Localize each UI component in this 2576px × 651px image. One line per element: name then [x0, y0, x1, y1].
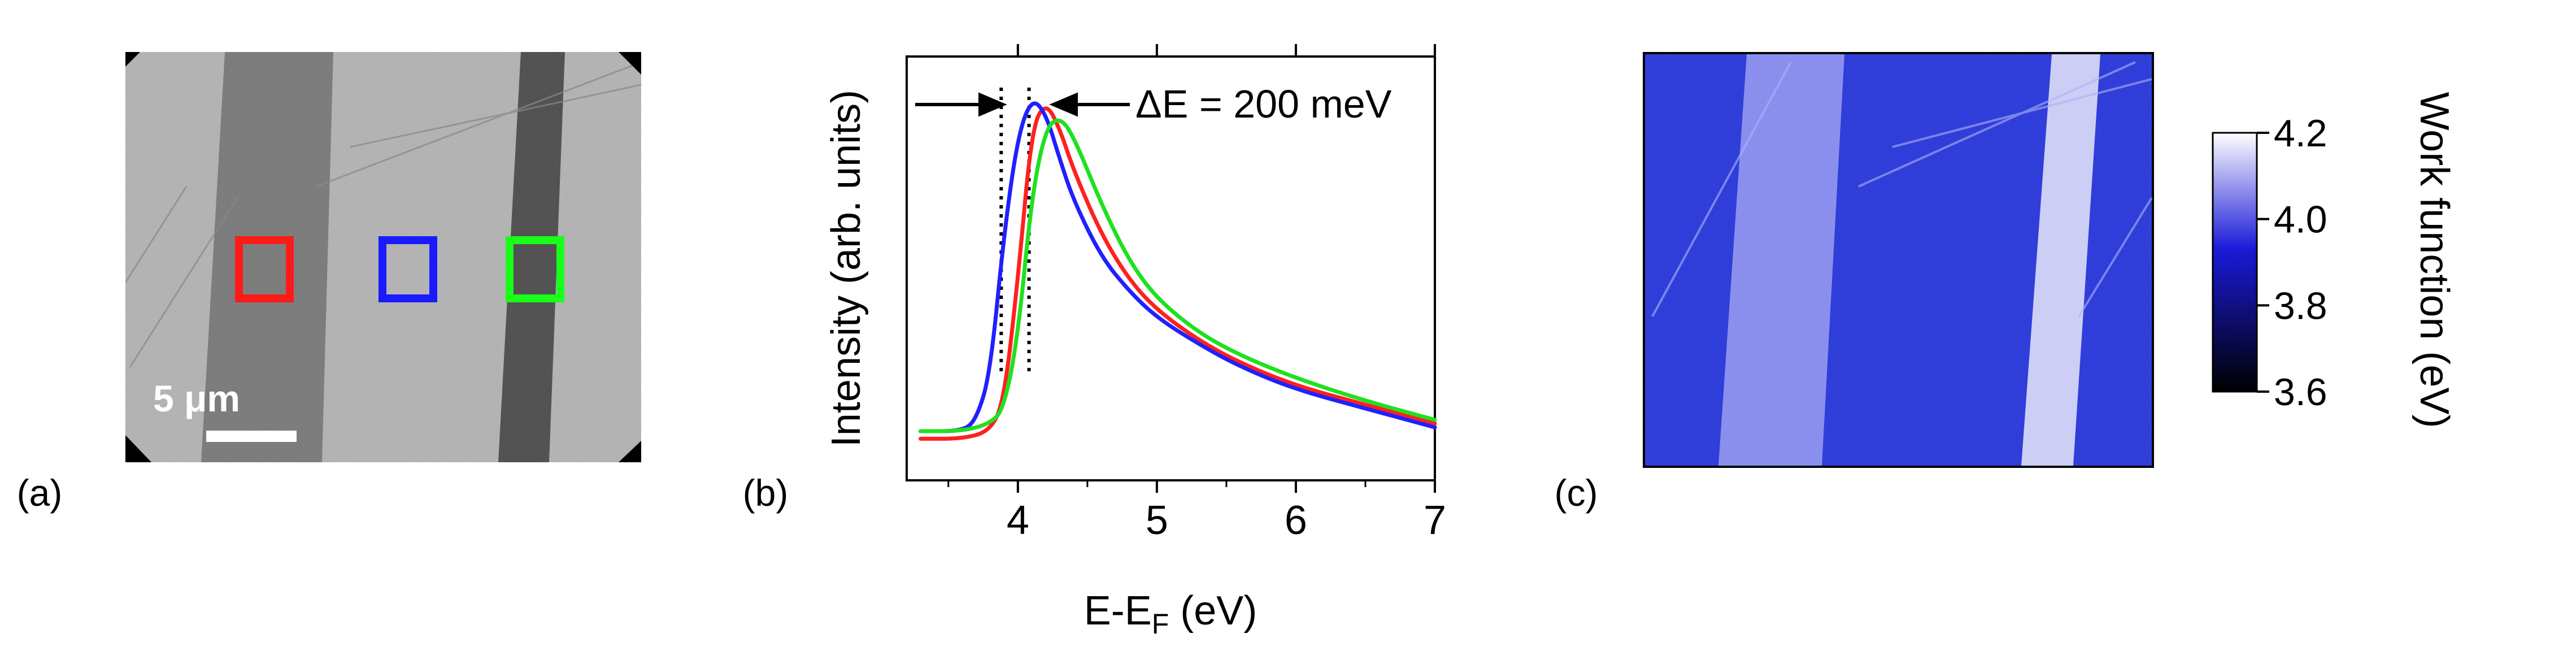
colorbar: [2212, 132, 2258, 393]
map-grain: [1645, 54, 2152, 466]
plot-b-dotted-lines: [999, 88, 1031, 376]
series-line-2: [919, 118, 1437, 433]
colorbar-tick-label: 3.6: [2274, 371, 2327, 414]
arrow-right-head: [1049, 92, 1078, 117]
delta-e-arrows: [915, 92, 1130, 117]
x-tick-label: 5: [1146, 498, 1168, 543]
x-tick-label: 6: [1285, 498, 1307, 543]
roi-green-box: [506, 236, 564, 302]
scalebar: [206, 431, 297, 442]
panel-b-label: (b): [743, 472, 789, 514]
scalebar-label: 5 μm: [153, 377, 240, 419]
roi-red-box: [235, 236, 294, 302]
roi-blue-box: [378, 236, 437, 302]
plot-b-ticks: [947, 44, 1436, 493]
arrow-left-head: [978, 92, 1007, 117]
plot-b-series: [919, 101, 1437, 441]
colorbar-title: Work function (eV): [2412, 92, 2457, 428]
panel-b: 4 5 6 7 ΔE = 200 meV E-EF (eV) Intensity (a…: [743, 44, 1446, 640]
panel-c-label: (c): [1555, 472, 1598, 514]
panel-a-label: (a): [17, 472, 63, 514]
plot-b-frame: [906, 55, 1436, 481]
series-line-0: [919, 106, 1437, 441]
colorbar-tick-label: 4.0: [2274, 198, 2327, 241]
series-line-1: [919, 101, 1437, 433]
colorbar-ticks: 4.2 4.0 3.8 3.6: [2257, 112, 2327, 414]
colorbar-tick-label: 4.2: [2274, 112, 2327, 155]
panel-c: 4.2 4.0 3.8 3.6 Work function (eV) (c): [1555, 52, 2457, 514]
colorbar-tick-label: 3.8: [2274, 284, 2327, 327]
plot-b-xlabel: E-EF (eV): [1084, 588, 1257, 640]
plot-b-tick-labels: 4 5 6 7: [1007, 498, 1446, 543]
x-tick-label: 7: [1424, 498, 1446, 543]
delta-e-annotation: ΔE = 200 meV: [1135, 82, 1392, 126]
plot-b-ylabel: Intensity (arb. units): [824, 90, 869, 447]
panel-a: 5 μm (a): [17, 52, 641, 514]
x-tick-label: 4: [1007, 498, 1029, 543]
